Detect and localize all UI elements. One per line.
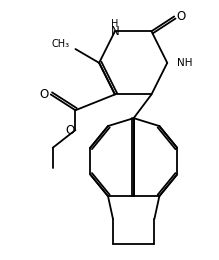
Text: CH₃: CH₃: [51, 39, 69, 49]
Text: H: H: [111, 19, 119, 29]
Text: NH: NH: [177, 58, 193, 68]
Text: O: O: [177, 10, 186, 23]
Text: N: N: [111, 25, 119, 38]
Text: O: O: [65, 124, 74, 136]
Text: O: O: [39, 88, 48, 101]
